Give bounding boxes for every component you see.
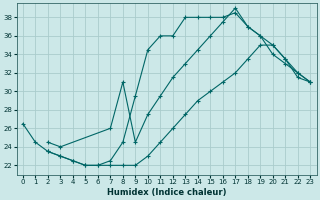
X-axis label: Humidex (Indice chaleur): Humidex (Indice chaleur)	[107, 188, 226, 197]
